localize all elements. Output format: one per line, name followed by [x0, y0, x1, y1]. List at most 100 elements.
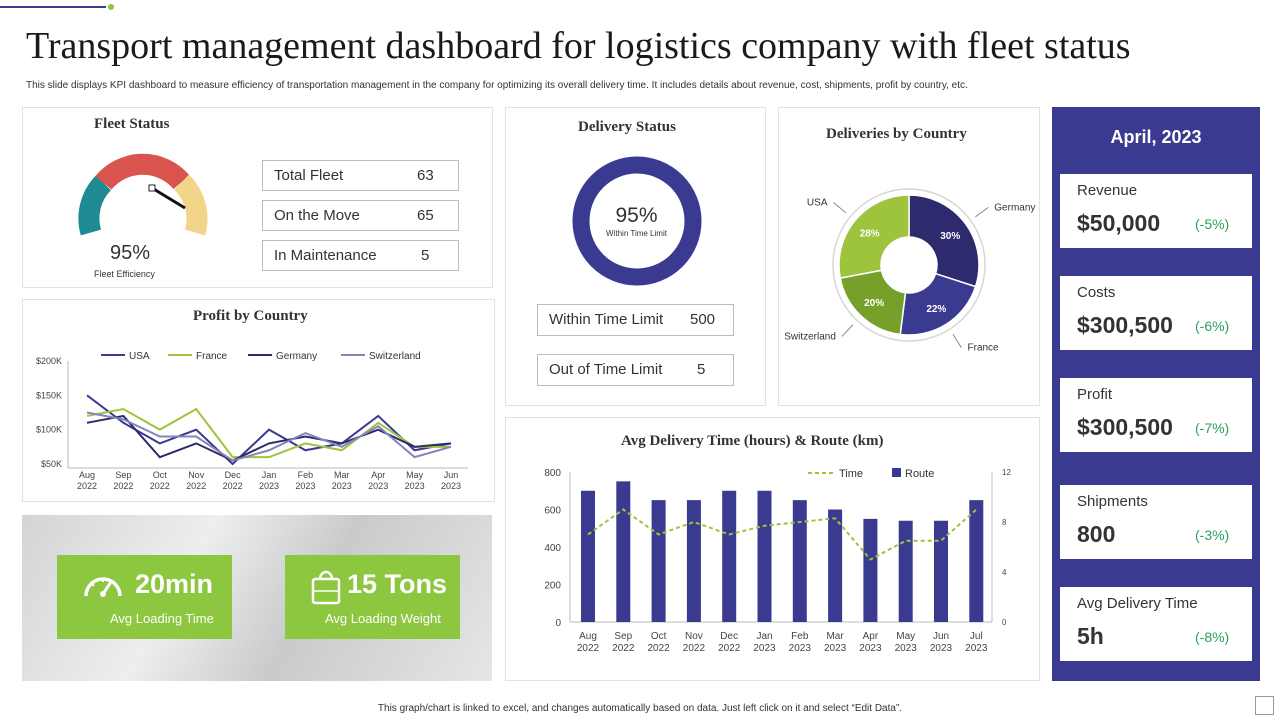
route-bar [686, 500, 701, 622]
route-bar [792, 500, 807, 622]
within-time-value: 500 [690, 311, 716, 328]
route-bar [722, 490, 737, 622]
x-tick-month: Apr [863, 631, 879, 642]
x-tick-year: 2022 [577, 643, 600, 654]
shipments-label: Shipments [1077, 493, 1148, 510]
x-tick-year: 2023 [965, 643, 988, 654]
in-maintenance-row: In Maintenance 5 [262, 240, 459, 271]
x-tick-month: Oct [153, 470, 168, 480]
x-tick-month: Feb [298, 470, 314, 480]
pie-label-france: France [968, 343, 1000, 354]
y-tick-label: $200K [36, 356, 62, 366]
revenue-kpi-card: Revenue $50,000 (-5%) [1060, 174, 1252, 248]
x-tick-year: 2023 [332, 481, 352, 491]
gauge-needle [151, 186, 186, 210]
x-tick-year: 2022 [150, 481, 170, 491]
gauge-yellow-arc [173, 174, 208, 236]
x-tick-year: 2023 [753, 643, 776, 654]
route-bar [616, 481, 631, 622]
right-tick-label: 4 [1002, 568, 1007, 577]
on-the-move-value: 65 [417, 207, 434, 224]
within-time-label: Within Time Limit [549, 311, 664, 328]
donut-outer-ring [832, 188, 986, 342]
x-tick-month: Sep [614, 631, 632, 642]
x-tick-month: Jan [756, 631, 772, 642]
legend-swatch-route [892, 468, 901, 477]
x-tick-year: 2023 [930, 643, 953, 654]
fleet-gauge [78, 153, 208, 236]
warehouse-photo: 20min Avg Loading Time 15 Tons Avg Loadi… [22, 515, 492, 681]
revenue-value: $50,000 [1077, 210, 1161, 236]
series-line-switzerland [86, 411, 452, 462]
route-bar [969, 500, 984, 622]
y-tick-label: $50K [41, 459, 62, 469]
loading-weight-label: Avg Loading Weight [325, 611, 441, 626]
left-tick-label: 400 [544, 543, 561, 554]
on-the-move-row: On the Move 65 [262, 200, 459, 231]
deliveries-donut-chart: 30% Germany 22% France 20% Switzerland 28% USA [784, 188, 1035, 354]
profit-value: $300,500 [1077, 414, 1173, 440]
shipments-kpi-card: Shipments 800 (-3%) [1060, 485, 1252, 559]
shipments-change: (-3%) [1195, 527, 1230, 543]
x-tick-month: Jan [262, 470, 277, 480]
total-fleet-label: Total Fleet [274, 167, 344, 184]
x-tick-year: 2022 [113, 481, 133, 491]
pie-label-usa: USA [807, 198, 828, 209]
x-tick-month: Jun [933, 631, 949, 642]
pie-slice-france [899, 272, 977, 336]
x-tick-year: 2023 [895, 643, 918, 654]
profit-line-chart: $200K$150K$100K$50KAug2022Sep2022Oct2022… [36, 351, 468, 491]
top-accent-dot [108, 4, 114, 10]
left-tick-label: 200 [544, 581, 561, 592]
avg-delivery-card: Avg Delivery Time (hours) & Route (km) 8… [505, 417, 1040, 681]
deliveries-by-country-card: Deliveries by Country 30% Germany 22% Franc… [778, 107, 1040, 406]
x-tick-month: Dec [720, 631, 738, 642]
shopping-bag-icon [311, 570, 341, 605]
series-line-usa [86, 394, 452, 466]
revenue-label: Revenue [1077, 182, 1138, 199]
x-tick-month: Feb [791, 631, 809, 642]
x-tick-year: 2023 [295, 481, 315, 491]
x-tick-year: 2023 [859, 643, 882, 654]
loading-weight-value: 15 Tons [347, 569, 448, 599]
series-line-germany [86, 414, 452, 462]
avg-delivery-chart-title: Avg Delivery Time (hours) & Route (km) [621, 433, 884, 449]
left-tick-label: 800 [544, 468, 561, 479]
fleet-gauge-label: Fleet Efficiency [94, 269, 155, 279]
x-tick-month: Jun [444, 470, 459, 480]
delivery-status-title: Delivery Status [578, 119, 676, 135]
delivery-percent-sub: Within Time Limit [606, 229, 667, 238]
x-tick-month: Aug [79, 470, 95, 480]
x-tick-month: Aug [579, 631, 597, 642]
legend-label-france: France [196, 351, 228, 362]
x-tick-month: Jul [970, 631, 983, 642]
loading-time-label: Avg Loading Time [110, 611, 214, 626]
corner-checkbox[interactable] [1255, 696, 1274, 715]
profit-by-country-card: Profit by Country $200K $150K $100K $50K Aug… [22, 299, 495, 502]
legend-label-route: Route [905, 468, 934, 480]
kpi-sidebar: April, 2023 Revenue $50,000 (-5%) Costs … [1052, 107, 1260, 681]
delivery-status-card: Delivery Status 95% Within Time Limit Wi… [505, 107, 766, 406]
sidebar-title: April, 2023 [1110, 127, 1202, 147]
loading-weight-tile: 15 Tons Avg Loading Weight [285, 555, 460, 639]
x-tick-year: 2023 [824, 643, 847, 654]
x-tick-year: 2023 [368, 481, 388, 491]
x-tick-month: Mar [826, 631, 844, 642]
avg-delivery-time-label: Avg Delivery Time [1077, 595, 1198, 612]
costs-kpi-card: Costs $300,500 (-6%) [1060, 276, 1252, 350]
time-line [587, 508, 977, 561]
legend-label-usa: USA [129, 351, 150, 362]
right-tick-label: 8 [1002, 518, 1007, 527]
within-time-row: Within Time Limit 500 [537, 304, 734, 336]
route-bar [863, 518, 878, 622]
fleet-gauge-value: 95% [110, 242, 151, 264]
page-title: Transport management dashboard for logis… [26, 25, 1131, 67]
x-tick-month: Nov [685, 631, 703, 642]
in-maintenance-value: 5 [421, 247, 430, 264]
right-tick-label: 12 [1002, 468, 1011, 477]
x-tick-month: Mar [334, 470, 350, 480]
route-bar [651, 500, 666, 622]
avg-delivery-combo-chart: 800600400200012840Aug2022Sep2022Oct2022N… [544, 468, 1011, 654]
x-tick-month: Dec [225, 470, 242, 480]
x-tick-year: 2022 [683, 643, 706, 654]
